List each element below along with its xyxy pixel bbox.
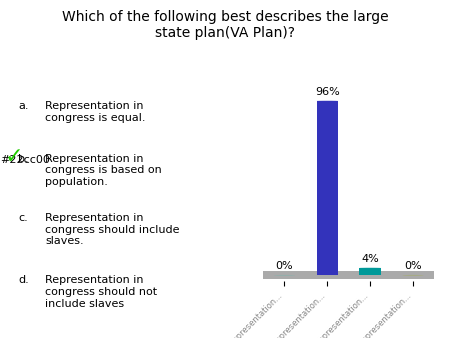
Text: 0%: 0% bbox=[276, 262, 293, 271]
Text: d.: d. bbox=[18, 275, 29, 286]
Text: c.: c. bbox=[18, 213, 28, 223]
Text: Which of the following best describes the large
state plan(VA Plan)?: Which of the following best describes th… bbox=[62, 10, 388, 40]
Text: #22cc00: #22cc00 bbox=[0, 155, 50, 166]
Text: Representation in
congress should include
slaves.: Representation in congress should includ… bbox=[45, 213, 180, 246]
Text: a.: a. bbox=[18, 101, 28, 112]
Bar bbox=[317, 101, 338, 275]
Text: Representation in
congress is equal.: Representation in congress is equal. bbox=[45, 101, 145, 123]
Text: 4%: 4% bbox=[361, 254, 379, 264]
Text: b.: b. bbox=[18, 154, 29, 164]
Bar bbox=[263, 271, 434, 279]
Text: Representation in
congress is based on
population.: Representation in congress is based on p… bbox=[45, 154, 162, 187]
Text: Representation in
congress should not
include slaves: Representation in congress should not in… bbox=[45, 275, 157, 309]
Text: ✓: ✓ bbox=[4, 147, 23, 167]
Bar bbox=[360, 268, 381, 275]
Text: 96%: 96% bbox=[315, 87, 340, 97]
Text: 0%: 0% bbox=[404, 262, 422, 271]
